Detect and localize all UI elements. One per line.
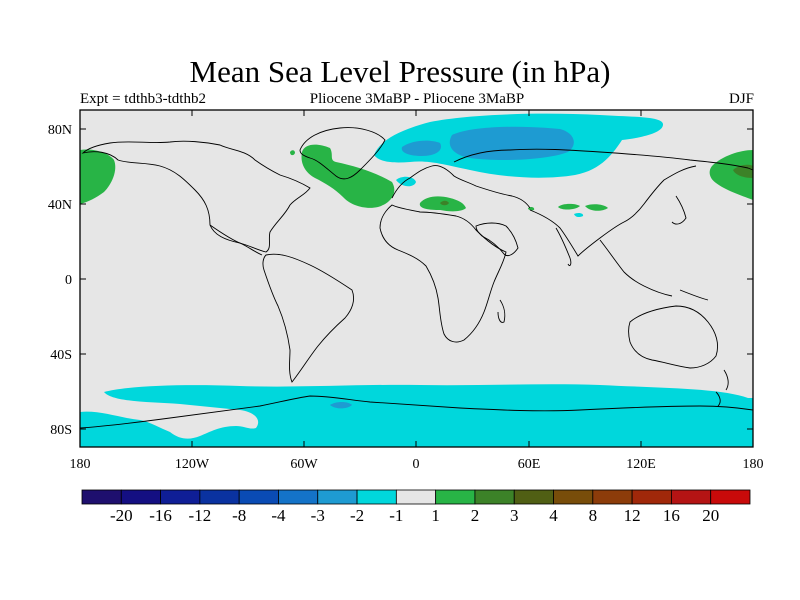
x-tick-label: 0 xyxy=(413,457,420,472)
colorbar-cell xyxy=(238,489,279,505)
colorbar-label: -8 xyxy=(232,506,246,525)
madagascar-coast xyxy=(497,299,506,323)
central-america-coast xyxy=(209,224,263,256)
asia-coast xyxy=(453,148,753,257)
colorbar: -20 -16 -12 -8 -4 -3 -2 -1 1 2 3 4 8 12 16 20 xyxy=(81,489,751,525)
colorbar-cell xyxy=(199,489,240,505)
y-tick-label: 80S xyxy=(50,423,72,438)
siberia-positive xyxy=(709,150,753,200)
x-tick-label: 60W xyxy=(290,457,318,472)
colorbar-cell xyxy=(710,489,751,505)
colorbar-label: -3 xyxy=(311,506,325,525)
australia-coast xyxy=(628,305,719,369)
colorbar-label: 16 xyxy=(663,506,680,525)
colorbar-label: 4 xyxy=(549,506,558,525)
colorbar-label: -1 xyxy=(389,506,403,525)
arctic-small-patch xyxy=(396,176,416,187)
colorbar-cell xyxy=(278,489,319,505)
x-tick-label: 120E xyxy=(626,457,656,472)
colorbar-label: 8 xyxy=(589,506,598,525)
north-america-coast xyxy=(81,140,311,253)
colorbar-cell xyxy=(435,489,476,505)
antarctic-interior xyxy=(80,432,160,447)
y-tick-label: 0 xyxy=(65,273,72,288)
colorbar-cell xyxy=(513,489,554,505)
colorbar-label: 1 xyxy=(431,506,440,525)
southeast-asia-coast xyxy=(599,239,709,301)
x-tick-label: 180 xyxy=(70,457,91,472)
colorbar-label: -12 xyxy=(189,506,212,525)
colorbar-label: 3 xyxy=(510,506,519,525)
alaska-positive xyxy=(80,149,116,204)
season-label: DJF xyxy=(728,91,754,107)
colorbar-label: -16 xyxy=(149,506,172,525)
colorbar-cell xyxy=(631,489,672,505)
colorbar-label: -2 xyxy=(350,506,364,525)
southern-ocean-negative xyxy=(80,384,753,447)
central-asia-positive-east xyxy=(585,204,608,211)
experiment-label: Expt = tdthb3-tdthb2 xyxy=(80,91,206,107)
x-tick-label: 60E xyxy=(518,457,541,472)
antarctica-coast xyxy=(80,395,753,429)
colorbar-cell xyxy=(120,489,161,505)
japan-coast xyxy=(671,195,687,225)
southern-ocean-core xyxy=(330,402,352,409)
africa-coast xyxy=(379,204,507,343)
coastlines xyxy=(80,127,753,429)
colorbar-cell xyxy=(160,489,201,505)
greenland-positive-patch xyxy=(290,150,295,156)
central-asia-positive xyxy=(558,203,580,210)
x-tick-label: 120W xyxy=(175,457,210,472)
new-zealand-coast xyxy=(715,369,729,407)
x-axis: 180 120W 60W 0 60E 120E 180 xyxy=(70,110,764,472)
contour-fills xyxy=(80,113,753,447)
colorbar-label: 12 xyxy=(624,506,641,525)
arctic-core-minus2-west xyxy=(401,140,442,156)
north-atlantic-positive xyxy=(301,144,395,208)
x-tick-label: 180 xyxy=(743,457,764,472)
period-label: Pliocene 3MaBP - Pliocene 3MaBP xyxy=(309,91,525,107)
y-axis: 80N 40N 0 40S 80S xyxy=(48,123,753,438)
colorbar-label: -20 xyxy=(110,506,133,525)
colorbar-cell xyxy=(81,489,122,505)
europe-coast xyxy=(391,165,531,209)
arctic-core-minus2 xyxy=(449,126,574,160)
mediterranean-core xyxy=(440,200,449,206)
colorbar-cell xyxy=(395,489,437,505)
y-tick-label: 80N xyxy=(48,123,72,138)
tibet-negative-patch xyxy=(574,212,584,218)
colorbar-label: 20 xyxy=(702,506,719,525)
arabia-coast xyxy=(475,222,519,257)
greenland-coast xyxy=(299,127,386,180)
india-coast xyxy=(555,227,572,267)
colorbar-cell xyxy=(671,489,712,505)
y-tick-label: 40N xyxy=(48,198,72,213)
colorbar-label: 2 xyxy=(471,506,480,525)
colorbar-cell xyxy=(592,489,633,505)
colorbar-cell xyxy=(474,489,515,505)
colorbar-label: -4 xyxy=(271,506,286,525)
colorbar-cell xyxy=(356,489,397,505)
colorbar-cell xyxy=(317,489,358,505)
south-america-coast xyxy=(262,253,355,383)
plot-title: Mean Sea Level Pressure (in hPa) xyxy=(189,54,611,89)
y-tick-label: 40S xyxy=(50,348,72,363)
colorbar-cell xyxy=(553,489,594,505)
